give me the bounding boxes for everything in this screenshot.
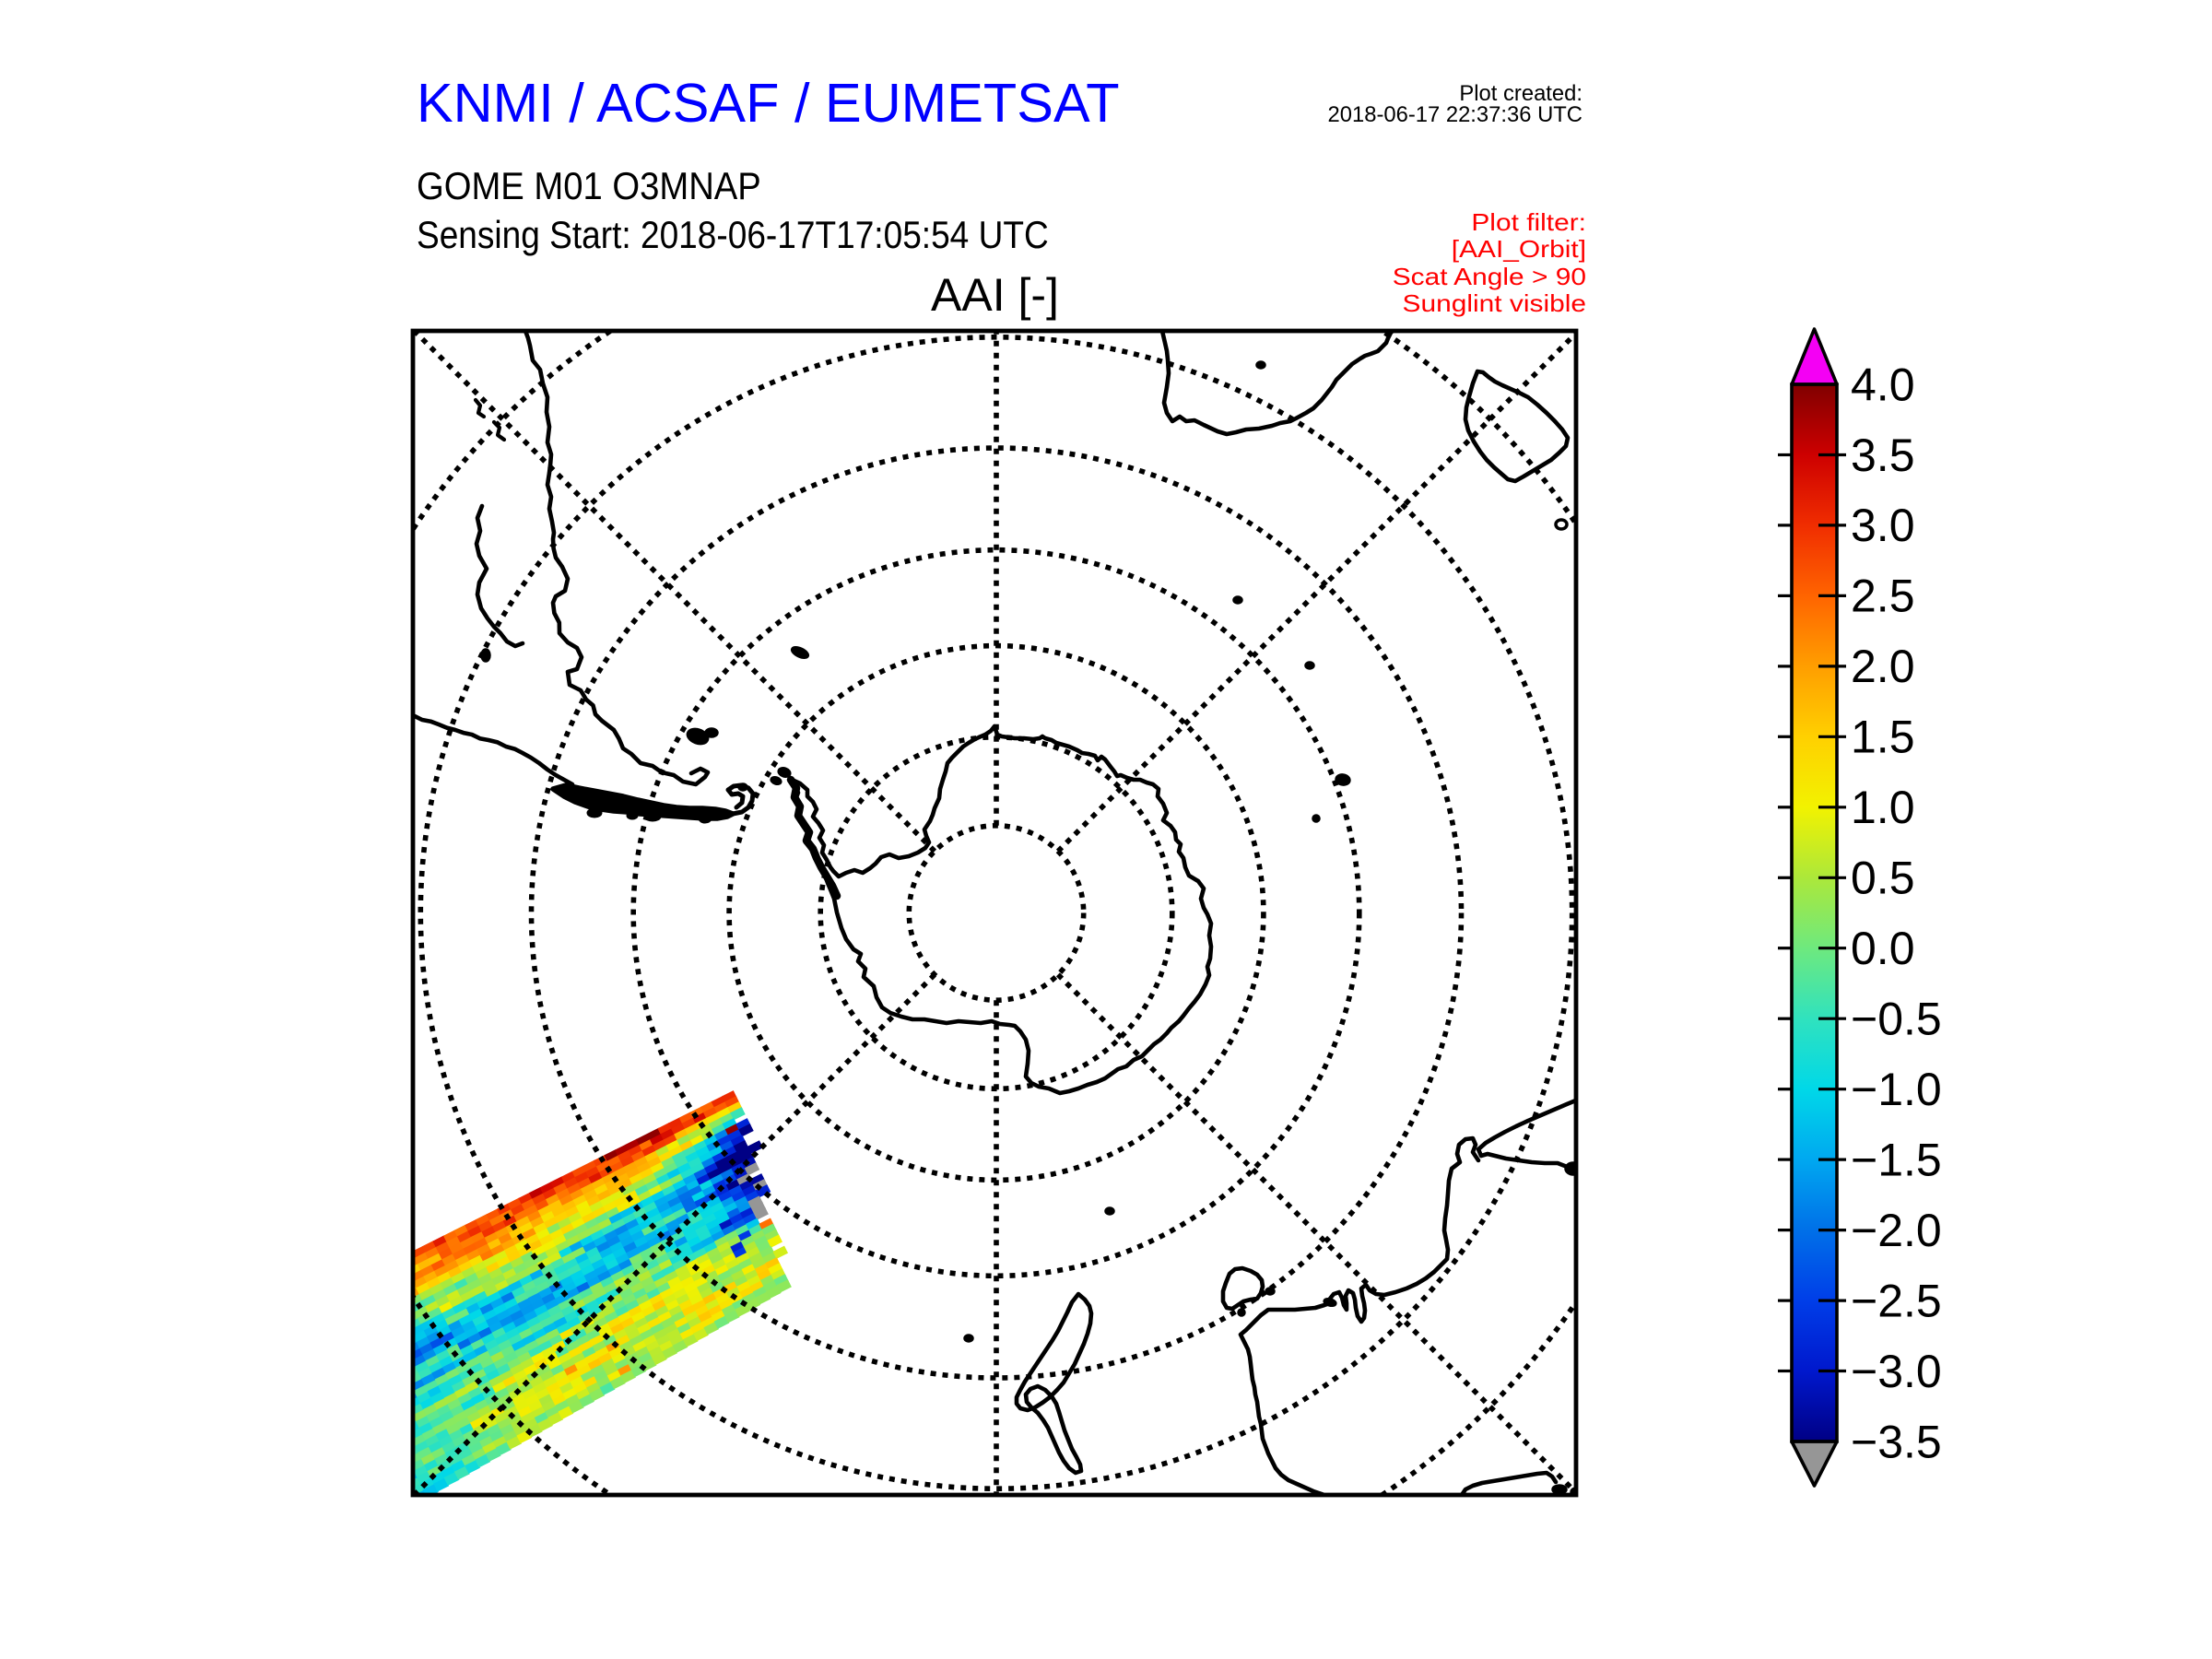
svg-text:3.5: 3.5 xyxy=(1851,429,1915,481)
svg-text:−1.0: −1.0 xyxy=(1851,1064,1942,1115)
svg-text:2.0: 2.0 xyxy=(1851,641,1915,692)
svg-text:−0.5: −0.5 xyxy=(1851,994,1942,1045)
svg-text:4.0: 4.0 xyxy=(1851,359,1915,410)
svg-text:−2.5: −2.5 xyxy=(1851,1275,1942,1326)
svg-text:2.5: 2.5 xyxy=(1851,571,1915,622)
svg-text:−1.5: −1.5 xyxy=(1851,1134,1942,1185)
svg-text:1.0: 1.0 xyxy=(1851,782,1915,833)
svg-text:0.5: 0.5 xyxy=(1851,853,1915,904)
svg-text:1.5: 1.5 xyxy=(1851,712,1915,763)
svg-text:3.0: 3.0 xyxy=(1851,500,1915,551)
svg-text:−3.0: −3.0 xyxy=(1851,1346,1942,1397)
svg-text:−2.0: −2.0 xyxy=(1851,1205,1942,1256)
svg-text:−3.5: −3.5 xyxy=(1851,1416,1942,1467)
svg-text:0.0: 0.0 xyxy=(1851,923,1915,974)
